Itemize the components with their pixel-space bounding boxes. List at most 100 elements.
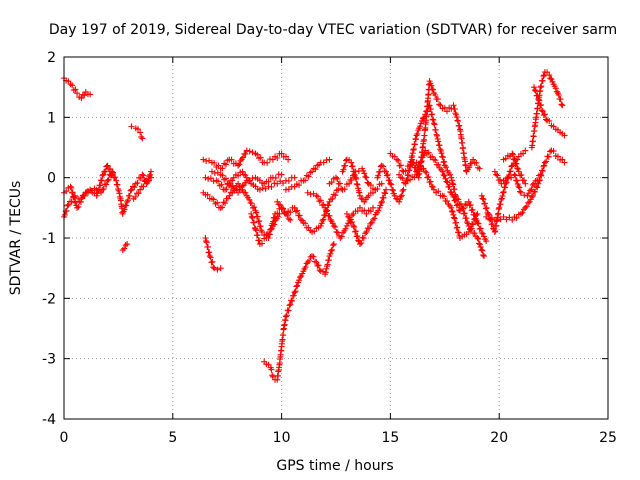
x-tick-label: 15 <box>381 430 399 446</box>
data-point-arc-v <box>466 164 473 171</box>
data-point-arc-aa <box>528 186 535 193</box>
data-point-arc-w <box>452 197 459 204</box>
data-point-arc-b <box>134 179 141 186</box>
data-point-arc-x <box>428 183 435 190</box>
data-point-arc-u <box>476 240 483 247</box>
data-point-arc-aa <box>525 190 532 197</box>
data-point-arc-u <box>464 219 471 226</box>
data-point-arc-f <box>132 193 139 200</box>
data-point-arc-m <box>316 267 323 274</box>
y-tick-label: 2 <box>47 50 56 66</box>
data-point-arc-y <box>522 147 529 154</box>
data-point-arc-i <box>251 204 258 211</box>
data-point-arc-h <box>228 156 235 163</box>
data-point-arc-s <box>346 214 353 221</box>
data-point-arc-w <box>442 175 449 182</box>
data-point-arc-z <box>541 159 548 166</box>
data-point-arc-x <box>420 165 427 172</box>
data-point-arc-b <box>139 171 146 178</box>
data-point-arc-i <box>256 218 263 225</box>
data-point-arc-z <box>559 156 566 163</box>
data-point-arc-k <box>222 175 229 182</box>
data-point-arc-v <box>409 156 416 163</box>
data-point-arc-i <box>255 218 262 225</box>
data-point-arc-m <box>309 253 316 260</box>
data-point-arc-ab <box>529 138 536 145</box>
data-point-arc-m <box>329 242 336 249</box>
data-point-arc-u <box>477 244 484 251</box>
data-point-arc-w <box>474 219 481 226</box>
data-point-arc-l <box>253 227 260 234</box>
data-point-arc-u <box>449 180 456 187</box>
data-point-arc-l <box>259 240 266 247</box>
data-point-arc-u <box>414 130 421 137</box>
data-point-arc-x <box>425 173 432 180</box>
data-point-arc-s <box>349 219 356 226</box>
y-tick-label: -3 <box>42 352 56 368</box>
data-point-arc-y <box>479 195 486 202</box>
data-point-arc-p <box>367 208 374 215</box>
data-point-arc-m <box>292 288 299 295</box>
data-point-arc-d <box>121 245 128 252</box>
data-point-arc-ad <box>509 150 516 157</box>
data-point-arc-s <box>350 222 357 229</box>
data-point-arc-g <box>206 249 213 256</box>
data-point-arc-c <box>68 184 75 191</box>
data-point-arc-ab <box>548 76 555 83</box>
data-point-arc-t <box>376 168 383 175</box>
data-point-arc-ab <box>540 73 547 80</box>
data-point-arc-j <box>207 175 214 182</box>
data-point-arc-m <box>282 313 289 320</box>
data-point-arc-i <box>287 216 294 223</box>
data-point-arc-z <box>541 162 548 169</box>
data-point-arc-s <box>363 228 370 235</box>
data-point-arc-x <box>422 168 429 175</box>
data-point-arc-l <box>256 237 263 244</box>
data-point-arc-b <box>113 177 120 184</box>
data-point-arc-j <box>285 178 292 185</box>
data-point-arc-w <box>475 220 482 227</box>
data-point-arc-m <box>330 241 337 248</box>
data-point-arc-g <box>209 258 216 265</box>
data-point-arc-q <box>362 173 369 180</box>
data-point-arc-u <box>448 177 455 184</box>
data-point-arc-k <box>219 172 226 179</box>
data-point-arc-j <box>223 186 230 193</box>
data-point-arc-c <box>104 162 111 169</box>
data-point-arc-b <box>63 207 70 214</box>
data-point-arc-m <box>329 246 336 253</box>
data-point-arc-x <box>450 211 457 218</box>
data-point-arc-n <box>317 222 324 229</box>
data-point-arc-z <box>545 153 552 160</box>
data-point-arc-aa <box>537 171 544 178</box>
data-point-arc-c <box>80 192 87 199</box>
y-tick-label: -2 <box>42 291 56 307</box>
data-point-arc-c <box>98 177 105 184</box>
data-point-arc-h <box>215 162 222 169</box>
data-point-arc-l <box>254 231 261 238</box>
data-point-arc-x <box>448 204 455 211</box>
chart-title: Day 197 of 2019, Sidereal Day-to-day VTE… <box>49 22 617 38</box>
data-point-arc-x <box>448 208 455 215</box>
data-point-arc-ac <box>536 97 543 104</box>
data-point-arc-ad <box>510 156 517 163</box>
data-point-arc-x <box>472 216 479 223</box>
data-point-arc-y <box>502 184 509 191</box>
data-point-arc-l <box>276 210 283 217</box>
data-point-arc-h <box>246 148 253 155</box>
data-point-arc-u <box>480 253 487 260</box>
data-point-arc-j <box>215 178 222 185</box>
data-point-arc-c <box>71 194 78 201</box>
data-point-arc-ab <box>557 96 564 103</box>
data-point-arc-g <box>203 238 210 245</box>
data-point-arc-y <box>498 195 505 202</box>
data-point-arc-w <box>467 202 474 209</box>
data-point-arc-f <box>148 174 155 181</box>
data-point-arc-m <box>328 247 335 254</box>
data-point-arc-t <box>400 186 407 193</box>
data-point-arc-j <box>259 185 266 192</box>
data-point-arc-x <box>470 221 477 228</box>
data-point-arc-r <box>342 162 349 169</box>
data-point-arc-n <box>322 212 329 219</box>
data-point-arc-m <box>313 259 320 266</box>
